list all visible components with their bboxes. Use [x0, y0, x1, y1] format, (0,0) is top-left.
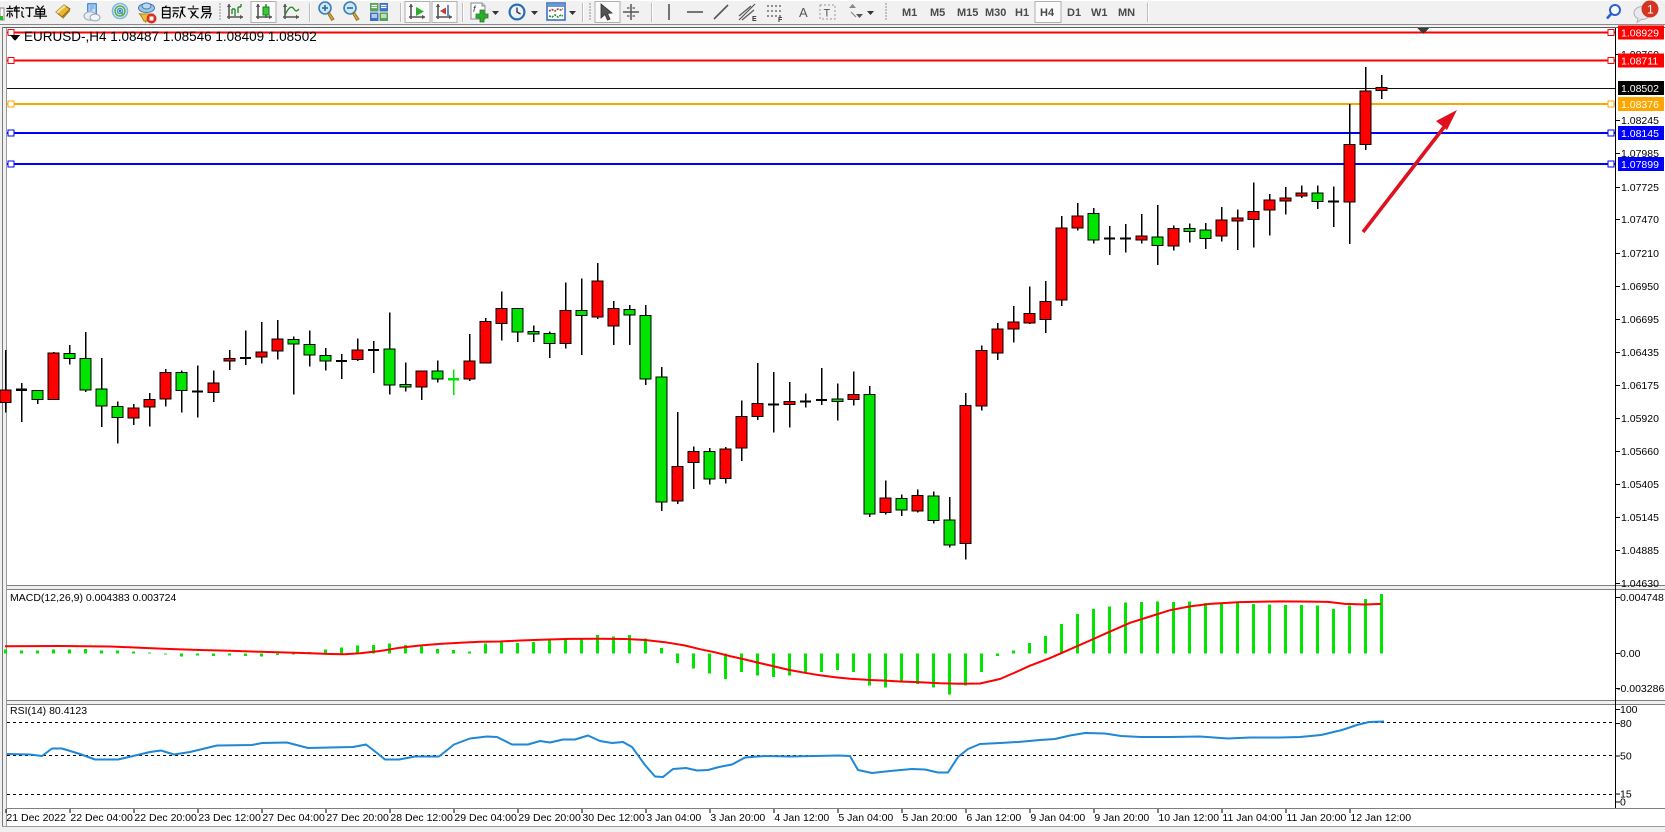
- svg-text:1.06695: 1.06695: [1621, 314, 1659, 326]
- svg-text:3 Jan 04:00: 3 Jan 04:00: [646, 812, 701, 824]
- svg-text:23 Dec 12:00: 23 Dec 12:00: [198, 812, 261, 824]
- svg-text:H4: H4: [1040, 7, 1055, 19]
- svg-text:1.08245: 1.08245: [1621, 115, 1659, 127]
- svg-text:1.05145: 1.05145: [1621, 512, 1659, 524]
- svg-text:1.07899: 1.07899: [1621, 159, 1659, 171]
- svg-text:9 Jan 20:00: 9 Jan 20:00: [1094, 812, 1149, 824]
- svg-text:MN: MN: [1118, 7, 1135, 19]
- svg-text:1.05660: 1.05660: [1621, 446, 1659, 458]
- svg-text:28 Dec 12:00: 28 Dec 12:00: [390, 812, 453, 824]
- svg-text:10 Jan 12:00: 10 Jan 12:00: [1158, 812, 1219, 824]
- svg-text:A: A: [799, 5, 808, 20]
- svg-text:1.07210: 1.07210: [1621, 248, 1659, 260]
- svg-text:0.004748: 0.004748: [1620, 592, 1664, 604]
- svg-text:1.06435: 1.06435: [1621, 347, 1659, 359]
- svg-text:F: F: [778, 17, 783, 24]
- svg-text:30 Dec 12:00: 30 Dec 12:00: [582, 812, 645, 824]
- svg-text:5 Jan 04:00: 5 Jan 04:00: [838, 812, 893, 824]
- svg-text:15: 15: [1620, 789, 1632, 801]
- svg-text:1.06950: 1.06950: [1621, 281, 1659, 293]
- svg-text:1.08502: 1.08502: [1621, 83, 1659, 95]
- svg-text:1.08145: 1.08145: [1621, 128, 1659, 140]
- svg-text:1.05920: 1.05920: [1621, 413, 1659, 425]
- svg-text:f: f: [473, 4, 477, 14]
- svg-text:29 Dec 20:00: 29 Dec 20:00: [518, 812, 581, 824]
- svg-text:6 Jan 12:00: 6 Jan 12:00: [966, 812, 1021, 824]
- svg-text:MACD(12,26,9) 0.004383 0.00372: MACD(12,26,9) 0.004383 0.003724: [10, 592, 177, 604]
- svg-text:27 Dec 20:00: 27 Dec 20:00: [326, 812, 389, 824]
- svg-text:1.08376: 1.08376: [1621, 99, 1659, 111]
- svg-text:22 Dec 20:00: 22 Dec 20:00: [134, 812, 197, 824]
- svg-text:0.00: 0.00: [1620, 648, 1641, 660]
- svg-text:27 Dec 04:00: 27 Dec 04:00: [262, 812, 325, 824]
- svg-text:M5: M5: [930, 7, 945, 19]
- svg-text:100: 100: [1620, 704, 1638, 716]
- svg-text:1.08929: 1.08929: [1621, 28, 1659, 40]
- svg-text:22 Dec 04:00: 22 Dec 04:00: [70, 812, 133, 824]
- svg-text:80: 80: [1620, 718, 1632, 730]
- svg-text:12 Jan 12:00: 12 Jan 12:00: [1350, 812, 1411, 824]
- svg-text:1.05405: 1.05405: [1621, 479, 1659, 491]
- svg-text:1: 1: [1647, 3, 1654, 17]
- svg-text:50: 50: [1620, 751, 1632, 763]
- svg-text:1.04630: 1.04630: [1621, 578, 1659, 590]
- svg-text:EURUSD-,H4 1.08487 1.08546 1.0: EURUSD-,H4 1.08487 1.08546 1.08409 1.085…: [24, 29, 317, 44]
- svg-text:RSI(14) 80.4123: RSI(14) 80.4123: [10, 705, 87, 717]
- svg-text:H1: H1: [1015, 7, 1029, 19]
- svg-text:D1: D1: [1067, 7, 1081, 19]
- svg-text:1.04885: 1.04885: [1621, 545, 1659, 557]
- svg-text:29 Dec 04:00: 29 Dec 04:00: [454, 812, 517, 824]
- svg-text:M15: M15: [957, 7, 978, 19]
- svg-text:1.06175: 1.06175: [1621, 380, 1659, 392]
- svg-text:3 Jan 20:00: 3 Jan 20:00: [710, 812, 765, 824]
- svg-text:1.07725: 1.07725: [1621, 182, 1659, 194]
- svg-text:9 Jan 04:00: 9 Jan 04:00: [1030, 812, 1085, 824]
- svg-text:M30: M30: [985, 7, 1006, 19]
- svg-text:T: T: [824, 8, 831, 20]
- svg-text:4 Jan 12:00: 4 Jan 12:00: [774, 812, 829, 824]
- svg-text:0: 0: [1620, 797, 1626, 809]
- svg-text:11 Jan 04:00: 11 Jan 04:00: [1222, 812, 1282, 824]
- svg-text:21 Dec 2022: 21 Dec 2022: [6, 812, 66, 824]
- svg-text:11 Jan 20:00: 11 Jan 20:00: [1286, 812, 1346, 824]
- svg-text:5 Jan 20:00: 5 Jan 20:00: [902, 812, 957, 824]
- svg-text:-0.003286: -0.003286: [1617, 683, 1664, 695]
- svg-text:1.08711: 1.08711: [1621, 56, 1658, 68]
- svg-text:M1: M1: [902, 7, 917, 19]
- svg-text:W1: W1: [1091, 7, 1108, 19]
- svg-text:E: E: [752, 16, 757, 23]
- svg-text:1.07470: 1.07470: [1621, 214, 1659, 226]
